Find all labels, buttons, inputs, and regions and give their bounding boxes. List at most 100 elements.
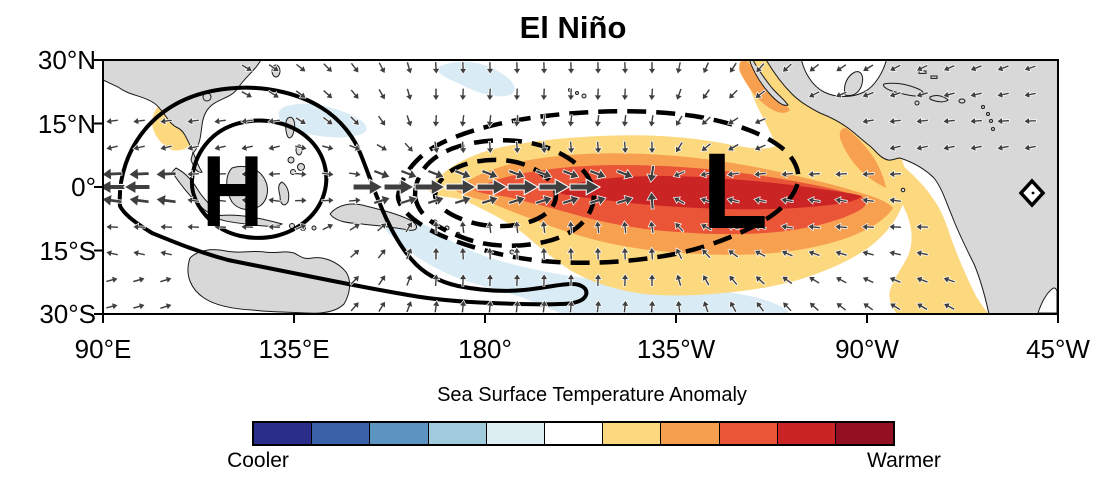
- y-tick-label: 0°: [71, 172, 96, 202]
- wind-arrow: [104, 179, 126, 195]
- wind-arrow: [780, 222, 794, 232]
- wind-arrow: [458, 299, 468, 313]
- wind-arrow: [431, 273, 441, 287]
- colorbar-cell: [254, 423, 313, 444]
- x-tick-label: 180°: [458, 334, 512, 364]
- wind-arrow: [348, 196, 362, 205]
- y-tick-label: 30°S: [39, 299, 96, 329]
- wind-arrow: [445, 178, 478, 196]
- wind-arrow: [996, 143, 1010, 152]
- wind-arrow: [916, 302, 929, 311]
- wind-arrow: [753, 169, 767, 179]
- wind-arrow: [834, 196, 848, 205]
- baja-california: [749, 61, 789, 106]
- wind-arrow: [942, 302, 956, 311]
- wind-arrow: [699, 169, 713, 179]
- wind-arrow: [566, 220, 576, 234]
- wind-arrow: [566, 114, 576, 128]
- wind-arrow: [213, 222, 227, 232]
- wind-arrow: [647, 114, 657, 128]
- wind-arrow: [969, 63, 983, 73]
- wind-arrow: [458, 140, 468, 155]
- wind-arrow: [485, 273, 495, 287]
- wind-arrow: [755, 300, 766, 313]
- wind-arrow: [352, 178, 385, 196]
- wind-arrow: [808, 276, 821, 285]
- wind-arrow: [508, 168, 526, 180]
- wind-arrow: [753, 196, 767, 205]
- wind-arrow: [105, 249, 119, 258]
- wind-arrow: [512, 246, 522, 261]
- wind-arrow: [132, 116, 146, 126]
- wind-arrow: [780, 249, 794, 258]
- wind-arrow: [485, 140, 495, 155]
- wind-arrow: [861, 275, 875, 285]
- wind-arrow: [458, 61, 468, 75]
- wind-arrow: [616, 194, 634, 206]
- wind-arrow: [915, 143, 929, 152]
- wind-arrow: [728, 88, 739, 100]
- wind-arrow: [674, 247, 684, 261]
- wind-arrow: [427, 168, 445, 180]
- wind-arrow: [942, 64, 956, 73]
- colorbar-cooler-label: Cooler: [227, 449, 289, 472]
- wind-arrow: [535, 194, 553, 206]
- wind-arrow: [589, 168, 607, 180]
- wind-arrow: [701, 248, 712, 260]
- wind-arrow: [349, 248, 361, 259]
- figure-title: El Niño: [519, 10, 627, 45]
- wind-arrow: [753, 117, 767, 126]
- wind-arrow: [888, 169, 902, 179]
- wind-arrow: [476, 178, 509, 196]
- wind-arrow: [294, 169, 308, 179]
- wind-arrow: [454, 194, 472, 206]
- wind-arrow: [620, 246, 630, 261]
- wind-arrow: [213, 116, 227, 126]
- wind-arrow: [942, 116, 956, 126]
- wind-arrow: [566, 61, 576, 75]
- wind-arrow: [240, 116, 254, 126]
- wind-arrow: [159, 275, 173, 285]
- wind-arrow: [646, 165, 658, 184]
- wind-arrow: [267, 196, 281, 205]
- wind-arrow: [647, 273, 657, 287]
- wind-arrow: [593, 299, 603, 313]
- wind-arrow: [780, 196, 794, 205]
- wind-arrow: [507, 178, 540, 196]
- wind-arrow: [616, 168, 634, 180]
- americas-landmass: [766, 61, 1057, 313]
- wind-arrow: [458, 114, 468, 128]
- y-tick-label: 30°N: [37, 45, 96, 75]
- wind-arrow: [512, 273, 522, 287]
- wind-arrow: [539, 220, 549, 234]
- wind-arrow: [240, 196, 254, 205]
- wind-arrow: [538, 178, 571, 196]
- wind-arrow: [888, 63, 902, 73]
- wind-arrow: [566, 87, 576, 102]
- wind-arrow: [400, 194, 418, 206]
- colorbar-cell: [544, 423, 604, 444]
- wind-arrow: [377, 114, 386, 127]
- wind-arrow: [861, 90, 875, 99]
- wind-arrow: [674, 61, 684, 75]
- wind-arrow: [861, 116, 875, 126]
- colorbar-warmer-label: Warmer: [867, 449, 941, 472]
- wind-arrow: [996, 116, 1010, 126]
- wind-arrow: [807, 196, 821, 205]
- wind-arrow: [159, 143, 173, 152]
- wind-arrow: [699, 223, 713, 232]
- rio-plata-notch: [1037, 287, 1057, 313]
- wind-arrow: [377, 274, 386, 287]
- wind-arrow: [321, 169, 335, 179]
- wind-arrow: [539, 61, 549, 75]
- wind-arrow: [861, 249, 875, 258]
- high-pressure-contours: [117, 85, 589, 307]
- wind-arrow: [593, 273, 603, 287]
- wind-arrow: [807, 222, 821, 232]
- wind-arrow: [404, 87, 414, 102]
- wind-arrow: [105, 222, 119, 232]
- colorbar: [252, 421, 895, 446]
- wind-arrow: [481, 168, 499, 180]
